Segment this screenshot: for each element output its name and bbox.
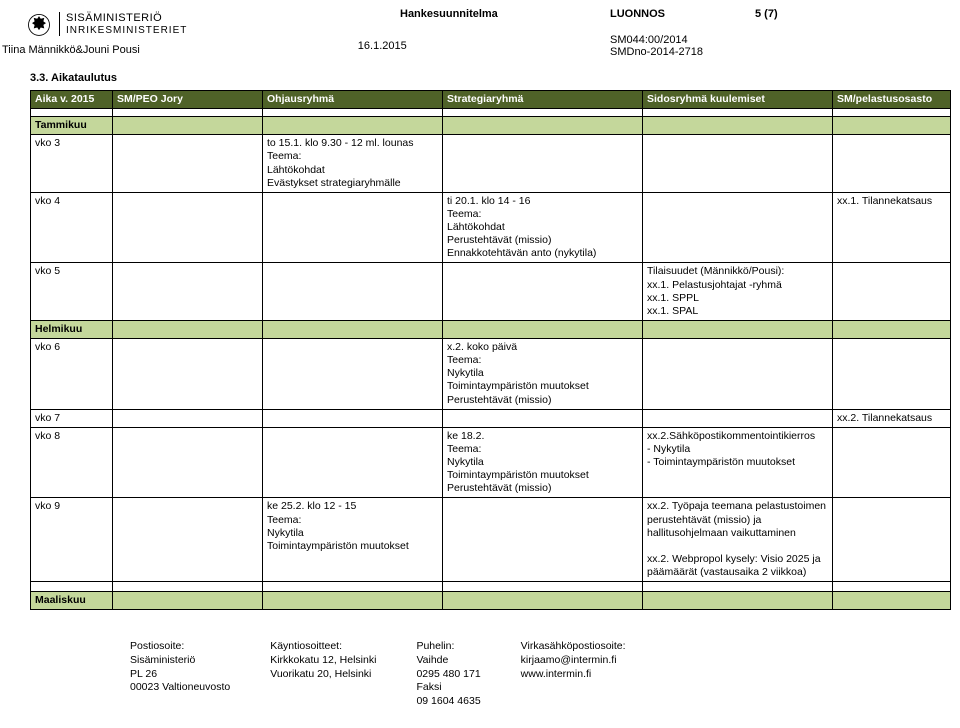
spacer-row [31, 582, 951, 592]
month-mar: Maaliskuu [31, 592, 951, 610]
col-time: Aika v. 2015 [31, 91, 113, 109]
doc-type: Hankesuunnitelma [400, 8, 520, 20]
col-ohjaus: Ohjausryhmä [263, 91, 443, 109]
cell: xx.1. Tilannekatsaus [833, 192, 951, 263]
cell: x.2. koko päiväTeema:NykytilaToimintaymp… [443, 339, 643, 410]
footer-phone: Puhelin: Vaihde 0295 480 171 Faksi 09 16… [416, 640, 480, 708]
col-jory: SM/PEO Jory [113, 91, 263, 109]
schedule-table: Aika v. 2015 SM/PEO Jory Ohjausryhmä Str… [30, 90, 951, 610]
cell: Tilaisuudet (Männikkö/Pousi):xx.1. Pelas… [643, 263, 833, 321]
cell: ke 25.2. klo 12 - 15Teema:NykytilaToimin… [263, 498, 443, 582]
month-label: Maaliskuu [31, 592, 113, 610]
table-header-row: Aika v. 2015 SM/PEO Jory Ohjausryhmä Str… [31, 91, 951, 109]
table-row: vko 4 ti 20.1. klo 14 - 16Teema:Lähtökoh… [31, 192, 951, 263]
table-row: vko 6 x.2. koko päiväTeema:NykytilaToimi… [31, 339, 951, 410]
col-pelastus: SM/pelastusosasto [833, 91, 951, 109]
col-sidos: Sidosryhmä kuulemiset [643, 91, 833, 109]
month-label: Tammikuu [31, 117, 113, 135]
spacer-row [31, 109, 951, 117]
cell: xx.2.Sähköpostikommentointikierros- Nyky… [643, 427, 833, 498]
cell: ti 20.1. klo 14 - 16Teema:LähtökohdatPer… [443, 192, 643, 263]
month-feb: Helmikuu [31, 320, 951, 338]
ministry-logo: SISÄMINISTERIÖ INRIKESMINISTERIET [0, 10, 187, 38]
footer-visiting: Käyntiosoitteet: Kirkkokatu 12, Helsinki… [270, 640, 376, 708]
month-jan: Tammikuu [31, 117, 951, 135]
cell: xx.2. Tilannekatsaus [833, 409, 951, 427]
doc-ref2: SMDno-2014-2718 [610, 46, 703, 58]
week-label: vko 8 [31, 427, 113, 498]
table-row: vko 5 Tilaisuudet (Männikkö/Pousi):xx.1.… [31, 263, 951, 321]
cell: xx.2. Työpaja teemana pelastustoimen per… [643, 498, 833, 582]
cell: ke 18.2.Teema:NykytilaToimintaympäristön… [443, 427, 643, 498]
ministry-name-sv: INRIKESMINISTERIET [66, 25, 187, 36]
authors: Tiina Männikkö&Jouni Pousi [0, 44, 140, 56]
week-label: vko 9 [31, 498, 113, 582]
doc-meta: Hankesuunnitelma LUONNOS 5 (7) SM044:00/… [400, 8, 778, 58]
ministry-name-fi: SISÄMINISTERIÖ [66, 12, 187, 24]
table-row: vko 7 xx.2. Tilannekatsaus [31, 409, 951, 427]
table-row: vko 3 to 15.1. klo 9.30 - 12 ml. lounasT… [31, 135, 951, 193]
doc-status: LUONNOS [610, 8, 665, 20]
cell: to 15.1. klo 9.30 - 12 ml. lounasTeema:L… [263, 135, 443, 193]
week-label: vko 3 [31, 135, 113, 193]
table-row: vko 8 ke 18.2.Teema:NykytilaToimintaympä… [31, 427, 951, 498]
week-label: vko 6 [31, 339, 113, 410]
week-label: vko 7 [31, 409, 113, 427]
week-label: vko 4 [31, 192, 113, 263]
footer-email: Virkasähköpostiosoite: kirjaamo@intermin… [521, 640, 626, 708]
section-title: 3.3. Aikataulutus [30, 72, 930, 84]
table-row: vko 9 ke 25.2. klo 12 - 15Teema:Nykytila… [31, 498, 951, 582]
footer-postal: Postiosoite: Sisäministeriö PL 26 00023 … [130, 640, 230, 708]
footer: Postiosoite: Sisäministeriö PL 26 00023 … [130, 640, 930, 708]
lion-crest-icon [25, 10, 53, 38]
col-strategia: Strategiaryhmä [443, 91, 643, 109]
month-label: Helmikuu [31, 320, 113, 338]
doc-page: 5 (7) [755, 8, 778, 20]
week-label: vko 5 [31, 263, 113, 321]
doc-ref1: SM044:00/2014 [610, 34, 703, 46]
